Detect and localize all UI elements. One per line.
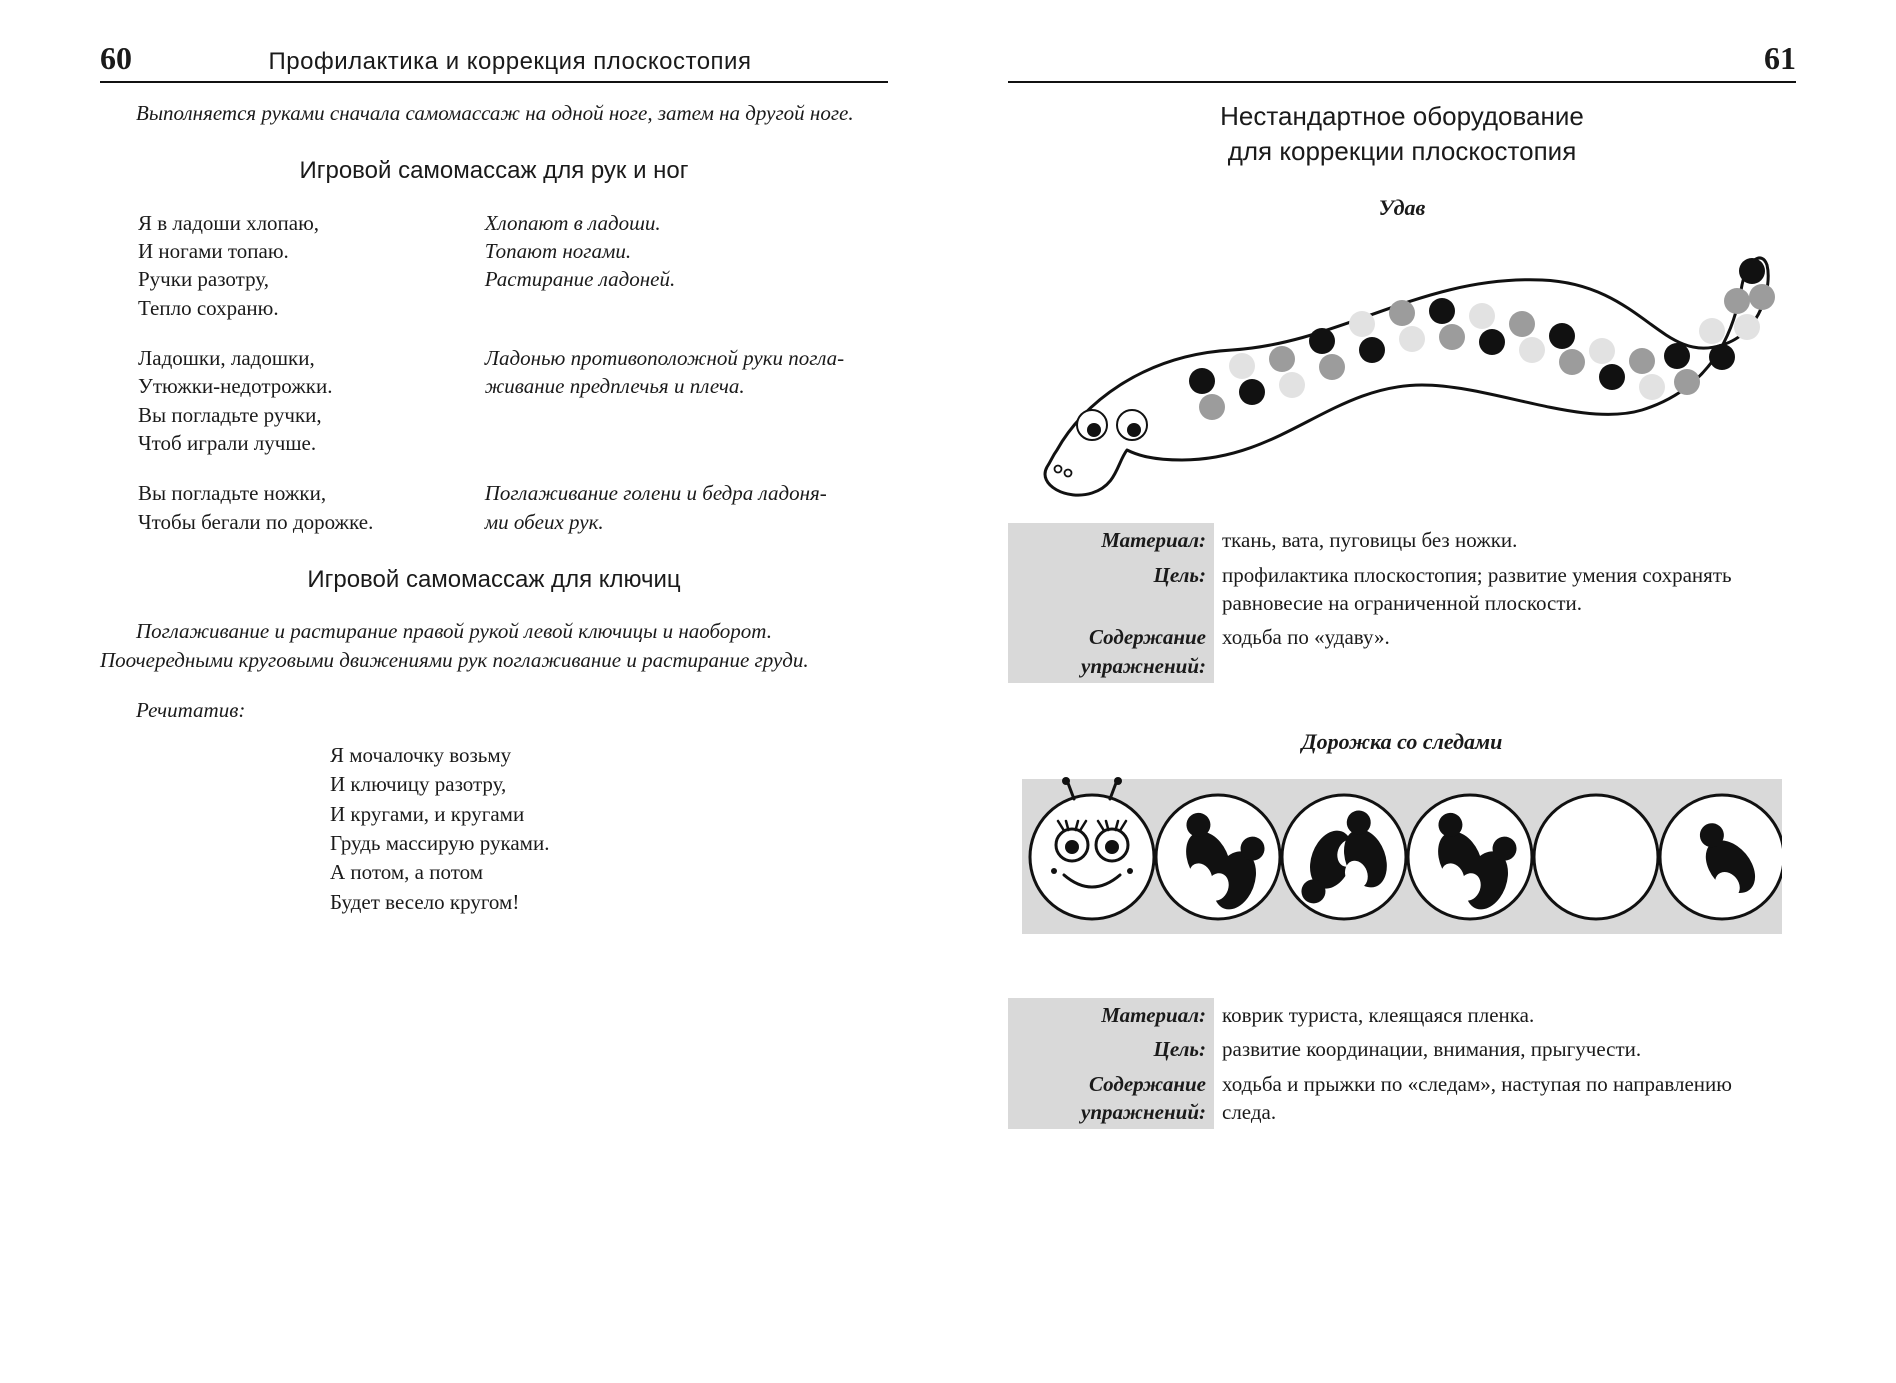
action-lines: Ладонью противоположной руки погла-живан… — [477, 344, 918, 457]
action-lines: Хлопают в ладоши.Топают ногами.Растирани… — [477, 209, 918, 322]
verse-block: Ладошки, ладошки,Утюжки-недотрожки.Вы по… — [100, 344, 888, 457]
poem-line: А потом, а потом — [330, 858, 888, 887]
material-label: Материал: — [1008, 998, 1214, 1032]
material-label: Материал: — [1008, 523, 1214, 557]
verse-block: Вы погладьте ножки,Чтобы бегали по дорож… — [100, 479, 888, 536]
page-number: 60 — [100, 40, 132, 77]
page-61: 61 Нестандартное оборудование для коррек… — [948, 40, 1836, 1323]
goal-label: Цель: — [1008, 1032, 1214, 1066]
caterpillar-track-icon — [1022, 769, 1782, 944]
content-label-l2: упражнений: — [1016, 1098, 1206, 1126]
table-row: Материал: коврик туриста, клеящаяся плен… — [1008, 998, 1796, 1032]
poem-line: Я мочалочку возьму — [330, 741, 888, 770]
content-label-l1: Содержание — [1016, 623, 1206, 651]
goal-label: Цель: — [1008, 558, 1214, 621]
content-label: Содержание упражнений: — [1008, 620, 1214, 683]
section-title-2: Игровой самомассаж для ключиц — [100, 564, 888, 595]
action-lines: Поглаживание голени и бедра ладоня-ми об… — [477, 479, 918, 536]
section2-paragraph: Поглаживание и растирание правой рукой л… — [100, 617, 888, 674]
page-60: 60 Профилактика и коррекция плоскостопия… — [60, 40, 948, 1323]
page-header-left: 60 Профилактика и коррекция плоскостопия — [100, 40, 888, 83]
goal-value: профилактика плоскостопия; развитие умен… — [1214, 558, 1796, 621]
content-value: ходьба по «удаву». — [1214, 620, 1796, 683]
poem-line: Будет весело кругом! — [330, 888, 888, 917]
page-spread: 60 Профилактика и коррекция плоскостопия… — [0, 0, 1896, 1383]
verse-lines: Я в ладоши хлопаю,И ногами топаю.Ручки р… — [130, 209, 477, 322]
verse-block: Я в ладоши хлопаю,И ногами топаю.Ручки р… — [100, 209, 888, 322]
equipment-title: Нестандартное оборудование для коррекции… — [1008, 99, 1796, 169]
poem-line: И ключицу разотру, — [330, 770, 888, 799]
poem: Я мочалочку возьмуИ ключицу разотру,И кр… — [330, 741, 888, 917]
table-row: Материал: ткань, вата, пуговицы без ножк… — [1008, 523, 1796, 557]
snake-figure — [1008, 235, 1796, 505]
content-value: ходьба и прыжки по «следам», наступая по… — [1214, 1067, 1796, 1130]
table-row: Цель: развитие координации, внимания, пр… — [1008, 1032, 1796, 1066]
equipment-title-line2: для коррекции плоскостопия — [1008, 134, 1796, 169]
table-row: Цель: профилактика плоскостопия; развити… — [1008, 558, 1796, 621]
material-value: ткань, вата, пуговицы без ножки. — [1214, 523, 1796, 557]
item1-spec-table: Материал: ткань, вата, пуговицы без ножк… — [1008, 523, 1796, 683]
verse-lines: Ладошки, ладошки,Утюжки-недотрожки.Вы по… — [130, 344, 477, 457]
item2-name: Дорожка со следами — [1008, 729, 1796, 755]
verse-lines: Вы погладьте ножки,Чтобы бегали по дорож… — [130, 479, 477, 536]
material-value: коврик туриста, клеящаяся пленка. — [1214, 998, 1796, 1032]
track-figure — [1008, 769, 1796, 944]
table-row: Содержание упражнений: ходьба и прыжки п… — [1008, 1067, 1796, 1130]
content-label-l1: Содержание — [1016, 1070, 1206, 1098]
poem-line: Грудь массирую руками. — [330, 829, 888, 858]
equipment-title-line1: Нестандартное оборудование — [1008, 99, 1796, 134]
item2-spec-table: Материал: коврик туриста, клеящаяся плен… — [1008, 998, 1796, 1129]
item1-name: Удав — [1008, 195, 1796, 221]
verse-container: Я в ладоши хлопаю,И ногами топаю.Ручки р… — [100, 209, 888, 536]
page-number: 61 — [1764, 40, 1796, 77]
goal-value: развитие координации, внимания, прыгучес… — [1214, 1032, 1796, 1066]
section-title-1: Игровой самомассаж для рук и ног — [100, 155, 888, 186]
page-header-right: 61 — [1008, 40, 1796, 83]
content-label: Содержание упражнений: — [1008, 1067, 1214, 1130]
intro-paragraph: Выполняется руками сначала самомассаж на… — [100, 99, 888, 127]
poem-line: И кругами, и кругами — [330, 800, 888, 829]
table-row: Содержание упражнений: ходьба по «удаву»… — [1008, 620, 1796, 683]
recitative-label: Речитатив: — [100, 698, 888, 723]
running-header: Профилактика и коррекция плоскостопия — [132, 48, 888, 76]
snake-icon — [1022, 235, 1782, 505]
content-label-l2: упражнений: — [1016, 652, 1206, 680]
